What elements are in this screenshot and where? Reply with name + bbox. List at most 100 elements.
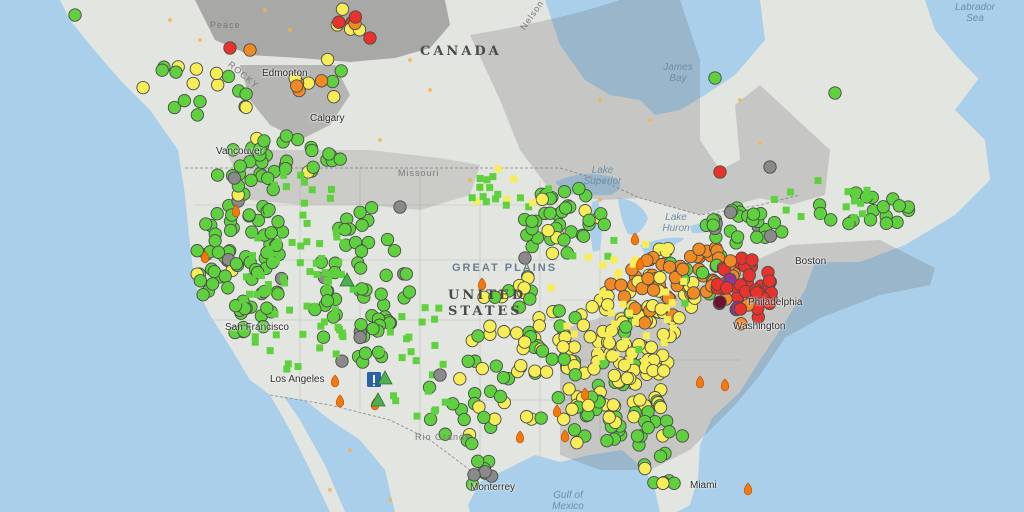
monitor-site-moderate[interactable]	[644, 340, 658, 354]
sensor-site-moderate[interactable]	[629, 260, 637, 268]
sensor-site-good[interactable]	[468, 194, 476, 202]
monitor-site-good[interactable]	[828, 86, 842, 100]
sensor-site-good[interactable]	[386, 328, 394, 336]
sensor-site-moderate[interactable]	[612, 351, 620, 359]
fire-icon[interactable]	[630, 232, 640, 246]
monitor-site-good[interactable]	[322, 147, 336, 161]
monitor-site-moderate[interactable]	[136, 80, 150, 95]
monitor-site-good[interactable]	[488, 290, 502, 304]
monitor-site-good[interactable]	[543, 206, 557, 220]
sensor-site-good[interactable]	[407, 348, 415, 356]
sensor-site-moderate[interactable]	[473, 197, 480, 205]
monitor-site-usg[interactable]	[314, 74, 329, 88]
monitor-site-good[interactable]	[361, 235, 376, 250]
sensor-site-good[interactable]	[418, 318, 426, 326]
sensor-site-good[interactable]	[494, 190, 502, 198]
sensor-site-good[interactable]	[332, 228, 340, 236]
monitor-site-moderate[interactable]	[556, 340, 570, 354]
monitor-site-good[interactable]	[355, 282, 369, 296]
sensor-site-good[interactable]	[787, 188, 794, 196]
monitor-site-no-data[interactable]	[763, 229, 778, 243]
monitor-site-no-data[interactable]	[335, 354, 349, 368]
monitor-site-good[interactable]	[457, 412, 471, 427]
sensor-site-good[interactable]	[850, 214, 858, 222]
sensor-site-good[interactable]	[239, 296, 247, 304]
monitor-site-no-data[interactable]	[763, 160, 777, 174]
sensor-site-moderate[interactable]	[503, 195, 511, 203]
sensor-site-good[interactable]	[242, 273, 250, 281]
monitor-site-moderate[interactable]	[633, 393, 647, 407]
monitor-site-good[interactable]	[879, 216, 894, 230]
sensor-site-good[interactable]	[258, 272, 265, 280]
monitor-site-good[interactable]	[535, 344, 550, 358]
monitor-site-good[interactable]	[358, 346, 373, 360]
sensor-site-good[interactable]	[308, 186, 316, 194]
sensor-site-good[interactable]	[327, 270, 335, 278]
monitor-site-good[interactable]	[489, 359, 503, 373]
sensor-site-good[interactable]	[294, 363, 302, 370]
monitor-site-usg[interactable]	[683, 249, 698, 264]
monitor-site-moderate[interactable]	[657, 364, 671, 378]
monitor-site-good[interactable]	[226, 143, 240, 157]
sensor-site-moderate[interactable]	[605, 331, 613, 339]
sensor-site-good[interactable]	[325, 277, 333, 285]
sensor-site-good[interactable]	[264, 287, 272, 295]
monitor-site-unhealthy[interactable]	[363, 31, 377, 45]
monitor-site-good[interactable]	[619, 320, 633, 334]
monitor-site-moderate[interactable]	[557, 412, 571, 426]
sensor-site-good[interactable]	[398, 313, 406, 320]
monitor-site-good[interactable]	[364, 201, 379, 215]
monitor-site-good[interactable]	[523, 292, 537, 306]
sensor-site-good[interactable]	[331, 306, 339, 314]
sensor-site-good[interactable]	[681, 299, 689, 307]
monitor-site-no-data[interactable]	[723, 205, 738, 219]
monitor-site-unhealthy[interactable]	[223, 41, 237, 55]
sensor-site-good[interactable]	[814, 177, 822, 185]
sensor-site-good[interactable]	[476, 175, 484, 182]
monitor-site-good[interactable]	[380, 232, 395, 247]
monitor-site-good[interactable]	[271, 287, 285, 301]
fire-icon[interactable]	[200, 250, 210, 264]
sensor-site-good[interactable]	[476, 183, 484, 191]
sensor-site-good[interactable]	[281, 279, 289, 287]
sensor-site-good[interactable]	[251, 333, 259, 341]
sensor-site-moderate[interactable]	[662, 288, 670, 296]
sensor-site-good[interactable]	[482, 198, 490, 206]
monitor-site-good[interactable]	[525, 214, 539, 228]
monitor-site-good[interactable]	[746, 207, 761, 221]
sensor-site-good[interactable]	[439, 360, 447, 368]
sensor-site-good[interactable]	[274, 237, 282, 245]
monitor-site-moderate[interactable]	[653, 270, 667, 285]
monitor-site-good[interactable]	[534, 411, 548, 425]
monitor-site-moderate[interactable]	[519, 410, 534, 424]
monitor-site-no-data[interactable]	[393, 200, 407, 214]
sensor-site-moderate[interactable]	[641, 357, 649, 365]
monitor-site-good[interactable]	[354, 244, 369, 258]
monitor-site-good[interactable]	[169, 65, 183, 79]
monitor-site-good[interactable]	[582, 213, 596, 227]
monitor-site-moderate[interactable]	[656, 327, 670, 342]
fire-icon[interactable]	[720, 378, 730, 392]
sensor-site-moderate[interactable]	[668, 299, 676, 307]
monitor-site-good[interactable]	[196, 288, 210, 302]
sensor-site-good[interactable]	[866, 191, 874, 199]
sensor-site-moderate[interactable]	[598, 289, 606, 297]
sensor-site-moderate[interactable]	[662, 304, 670, 312]
sensor-site-good[interactable]	[333, 233, 341, 241]
sensor-site-good[interactable]	[267, 251, 275, 259]
monitor-site-unhealthy[interactable]	[713, 165, 727, 179]
sensor-site-good[interactable]	[335, 258, 343, 266]
sensor-site-good[interactable]	[842, 203, 850, 211]
sensor-site-moderate[interactable]	[611, 320, 619, 328]
sensor-site-moderate[interactable]	[631, 256, 639, 264]
monitor-site-usg[interactable]	[723, 254, 738, 268]
monitor-site-good[interactable]	[675, 429, 690, 443]
fire-icon[interactable]	[560, 429, 570, 443]
sensor-site-good[interactable]	[857, 199, 865, 207]
monitor-site-moderate[interactable]	[517, 281, 531, 295]
monitor-site-good[interactable]	[597, 217, 611, 232]
sensor-site-good[interactable]	[435, 304, 443, 312]
monitor-site-good[interactable]	[177, 94, 192, 108]
monitor-site-unhealthy[interactable]	[762, 296, 777, 311]
monitor-site-good[interactable]	[210, 207, 224, 221]
